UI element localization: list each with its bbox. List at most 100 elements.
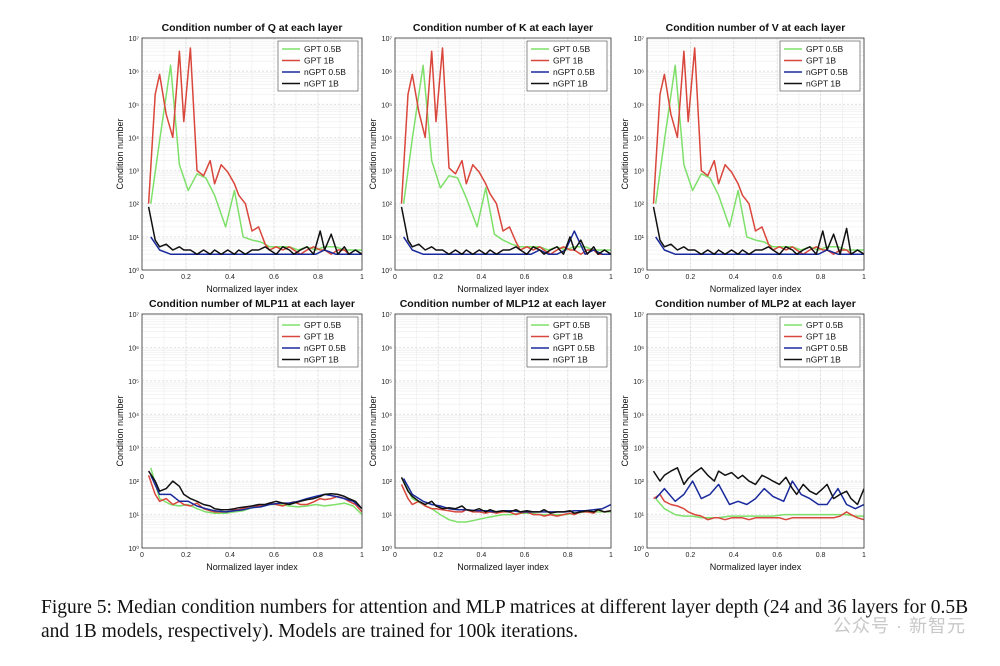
x-tick-label: 0.2 [181,552,191,559]
y-tick-label: 10² [634,479,645,486]
legend-entry: GPT 1B [806,56,836,66]
legend-entry: GPT 1B [553,332,583,342]
x-tick-label: 0.6 [520,274,530,281]
x-tick-label: 0 [645,552,649,559]
chart-panel-0: 10⁰ 10¹ 10² 10³ 10⁴ 10⁵ 10⁶ 10⁷ 0 0.2 0.4 0.6 0.8 1 Co… [115,22,364,294]
x-axis-label: Normalized layer index [206,284,298,294]
x-tick-label: 0.4 [729,552,739,559]
y-axis-label: Condition number [115,118,125,189]
y-tick-label: 10⁰ [633,267,644,275]
legend-entry: nGPT 0.5B [806,343,848,353]
y-tick-label: 10⁴ [128,412,139,419]
x-axis-label: Normalized layer index [457,562,549,572]
x-tick-label: 0.8 [563,552,573,559]
y-tick-label: 10⁰ [128,267,139,275]
plot-frame [646,37,865,271]
series-line-ngpt-0-5b [402,230,611,255]
y-tick-label: 10⁰ [633,545,644,553]
series-line-gpt-0-5b [655,498,864,519]
legend-entry: GPT 1B [553,56,583,66]
x-tick-label: 1 [609,274,613,281]
y-axis-label: Condition number [115,395,125,466]
y-tick-label: 10² [382,479,393,486]
y-axis-label: Condition number [620,395,630,466]
y-tick-label: 10³ [129,169,140,176]
y-tick-label: 10⁴ [633,412,644,419]
legend-entry: GPT 0.5B [304,320,341,330]
y-tick-label: 10⁶ [128,69,139,76]
x-tick-label: 0 [140,552,144,559]
legend-entry: nGPT 1B [553,355,588,365]
x-axis-label: Normalized layer index [457,284,549,294]
x-tick-label: 0.4 [477,552,487,559]
x-tick-label: 1 [862,274,866,281]
y-tick-label: 10¹ [634,513,645,520]
y-tick-label: 10² [634,202,645,209]
legend-entry: GPT 0.5B [806,44,843,54]
plot-frame [394,37,612,271]
legend-entry: GPT 1B [304,56,334,66]
y-tick-label: 10⁴ [381,412,392,419]
series-line-ngpt-0-5b [655,480,864,510]
legend-entry: nGPT 1B [304,79,339,89]
series-line-ngpt-0-5b [150,236,362,255]
y-tick-label: 10⁰ [128,545,139,553]
y-tick-label: 10⁰ [381,545,392,553]
chart-title: Condition number of MLP12 at each layer [400,298,607,310]
x-tick-label: 0.6 [772,274,782,281]
y-tick-label: 10⁴ [128,135,139,142]
x-tick-label: 1 [360,552,364,559]
legend-entry: nGPT 0.5B [806,67,848,77]
series-line-ngpt-1b [652,206,864,255]
y-tick-label: 10² [382,202,393,209]
legend-entry: GPT 0.5B [553,320,590,330]
legend-entry: nGPT 0.5B [304,67,346,77]
y-tick-label: 10³ [634,169,645,176]
y-tick-label: 10¹ [129,235,140,242]
legend-entry: nGPT 0.5B [553,67,595,77]
y-tick-label: 10⁷ [382,312,393,319]
series-line-ngpt-0-5b [655,236,864,255]
x-tick-label: 0.2 [433,552,443,559]
y-tick-label: 10³ [634,446,645,453]
x-axis-label: Normalized layer index [710,562,802,572]
chart-title: Condition number of K at each layer [413,22,593,34]
y-tick-label: 10⁶ [633,345,644,352]
y-tick-label: 10³ [382,446,393,453]
watermark-text: 公众号 · 新智元 [833,616,966,636]
legend-entry: GPT 1B [806,332,836,342]
y-tick-label: 10⁷ [634,312,645,319]
y-tick-label: 10¹ [129,513,140,520]
series-line-ngpt-1b [652,467,864,506]
y-tick-label: 10³ [382,169,393,176]
chart-panel-1: 10⁰ 10¹ 10² 10³ 10⁴ 10⁵ 10⁶ 10⁷ 0 0.2 0.4 0.6 0.8 1 Co… [368,22,613,294]
x-tick-label: 0.2 [686,274,696,281]
x-tick-label: 0.4 [729,274,739,281]
y-tick-label: 10³ [129,446,140,453]
y-tick-label: 10⁴ [381,135,392,142]
series-line-ngpt-1b [147,470,362,511]
x-tick-label: 1 [862,552,866,559]
x-tick-label: 1 [609,552,613,559]
y-tick-label: 10¹ [382,235,393,242]
x-tick-label: 0.2 [181,274,191,281]
y-tick-label: 10⁷ [129,312,140,319]
y-tick-label: 10¹ [634,235,645,242]
y-axis-label: Condition number [368,395,378,466]
y-tick-label: 10⁷ [129,36,140,43]
y-tick-label: 10⁵ [633,379,644,386]
series-line-ngpt-1b [400,476,611,514]
plot-frame [141,37,363,271]
y-tick-label: 10⁴ [633,135,644,142]
figure-caption: Figure 5: Median condition numbers for a… [41,597,969,642]
y-tick-label: 10⁶ [128,345,139,352]
plot-frame [646,313,865,549]
y-tick-label: 10⁰ [381,267,392,275]
x-axis-label: Normalized layer index [206,562,298,572]
series-line-gpt-1b [653,493,864,521]
